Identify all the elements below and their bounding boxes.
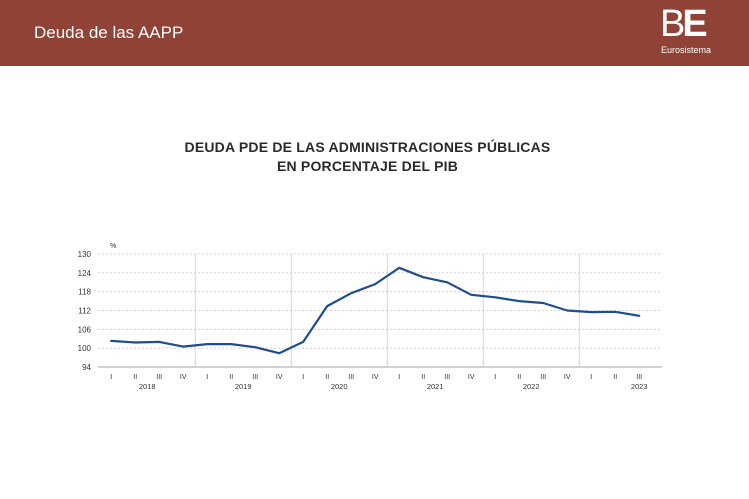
x-tick-label-quarter: III	[636, 374, 642, 381]
y-tick-label: 112	[78, 307, 91, 316]
data-point	[302, 341, 304, 343]
data-point	[254, 346, 256, 348]
x-tick-label-quarter: II	[421, 374, 425, 381]
x-tick-label-quarter: IV	[564, 374, 571, 381]
x-tick-label-quarter: I	[590, 374, 592, 381]
y-tick-label: 118	[78, 288, 91, 297]
data-point	[230, 343, 232, 345]
data-point	[494, 296, 496, 298]
y-unit-label: %	[110, 243, 116, 250]
data-point	[614, 311, 616, 313]
x-tick-label-quarter: IV	[468, 374, 475, 381]
x-tick-label-quarter: IV	[372, 374, 379, 381]
x-tick-label-quarter: I	[494, 374, 496, 381]
data-point	[542, 302, 544, 304]
data-point	[158, 341, 160, 343]
y-tick-label: 94	[82, 363, 91, 372]
chart-title-line-1: DEUDA PDE DE LAS ADMINISTRACIONES PÚBLIC…	[184, 139, 551, 155]
data-point	[470, 294, 472, 296]
logo-letter-e: E	[682, 3, 707, 45]
data-point	[350, 292, 352, 294]
y-tick-label: 100	[78, 344, 92, 353]
page-title: Deuda de las AAPP	[34, 23, 184, 42]
x-tick-label-quarter: I	[110, 374, 112, 381]
logo-subtitle: Eurosistema	[661, 45, 712, 55]
x-tick-label-quarter: II	[325, 374, 329, 381]
data-point	[518, 300, 520, 302]
y-tick-label: 106	[78, 325, 92, 334]
x-tick-label-quarter: III	[252, 374, 258, 381]
logo-mark: BE	[660, 3, 708, 45]
x-tick-label-quarter: I	[302, 374, 304, 381]
data-point	[374, 283, 376, 285]
data-point	[134, 341, 136, 344]
header-bar: Deuda de las AAPP BE Eurosistema	[0, 0, 749, 66]
x-tick-label-quarter: III	[540, 374, 546, 381]
data-point	[638, 315, 640, 317]
x-tick-label-year: 2019	[235, 382, 252, 391]
chart-title-line-2: EN PORCENTAJE DEL PIB	[276, 158, 459, 174]
x-tick-label-quarter: II	[613, 374, 617, 381]
data-point	[422, 276, 424, 278]
x-tick-label-quarter: I	[398, 374, 400, 381]
series-layer	[110, 266, 641, 355]
x-tick-label-year: 2022	[523, 382, 540, 391]
data-point	[326, 305, 328, 307]
x-tick-label-quarter: II	[229, 374, 233, 381]
y-tick-label: 124	[78, 269, 92, 278]
x-tick-label-year: 2018	[139, 382, 156, 391]
data-point	[446, 281, 448, 283]
data-point	[206, 343, 208, 345]
logo-letter-b: B	[660, 3, 685, 45]
x-tick-label-quarter: I	[206, 374, 208, 381]
x-tick-label-year: 2020	[331, 382, 348, 391]
data-point	[110, 340, 112, 342]
x-tick-label-quarter: III	[444, 374, 450, 381]
x-tick-label-year: 2021	[427, 382, 444, 391]
x-tick-label-quarter: III	[156, 374, 162, 381]
x-tick-label-quarter: III	[348, 374, 354, 381]
data-point	[182, 345, 184, 348]
chart-title: DEUDA PDE DE LAS ADMINISTRACIONES PÚBLIC…	[0, 138, 735, 176]
data-point	[278, 352, 280, 354]
x-tick-label-quarter: II	[517, 374, 521, 381]
x-tick-label-year: 2023	[631, 382, 648, 391]
banco-de-espana-logo: BE Eurosistema	[660, 3, 720, 56]
data-point	[398, 267, 400, 269]
x-tick-label-quarter: II	[133, 374, 137, 381]
x-tick-label-quarter: IV	[276, 374, 283, 381]
y-tick-label: 130	[78, 250, 92, 259]
data-point	[566, 309, 568, 312]
x-tick-label-quarter: IV	[180, 374, 187, 381]
data-point	[590, 311, 592, 313]
